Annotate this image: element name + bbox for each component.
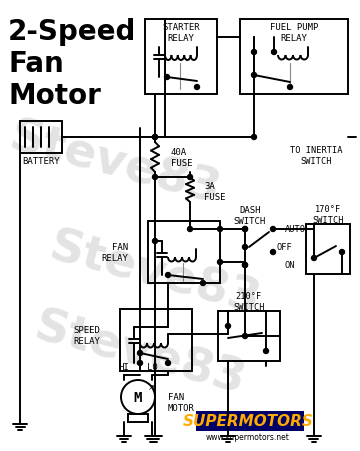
Text: STARTER
RELAY: STARTER RELAY — [162, 23, 200, 42]
Circle shape — [270, 250, 275, 255]
Text: OFF: OFF — [277, 243, 293, 252]
Text: 40A
FUSE: 40A FUSE — [171, 148, 193, 167]
Text: LO: LO — [147, 363, 157, 372]
Circle shape — [201, 281, 206, 286]
Circle shape — [243, 263, 247, 268]
Circle shape — [243, 334, 247, 339]
Text: Steve83: Steve83 — [30, 304, 251, 404]
Text: Fan: Fan — [8, 50, 64, 78]
Text: ON: ON — [285, 261, 296, 270]
Circle shape — [243, 263, 247, 268]
Circle shape — [252, 135, 256, 140]
Bar — [218, 311, 280, 361]
Circle shape — [311, 256, 316, 261]
Text: www.supermotors.net: www.supermotors.net — [206, 433, 290, 442]
Text: FAN
MOTOR: FAN MOTOR — [168, 392, 195, 412]
Text: TO INERTIA
SWITCH: TO INERTIA SWITCH — [290, 146, 342, 166]
Bar — [20, 122, 62, 154]
Bar — [145, 20, 217, 95]
Text: HI: HI — [119, 363, 129, 372]
Circle shape — [243, 245, 247, 250]
Text: 2-Speed: 2-Speed — [8, 18, 136, 46]
Circle shape — [243, 227, 247, 232]
Text: 3A
FUSE: 3A FUSE — [204, 182, 225, 201]
Circle shape — [153, 175, 157, 180]
Circle shape — [153, 135, 157, 140]
Circle shape — [225, 324, 230, 329]
Text: SPEED
RELAY: SPEED RELAY — [73, 326, 100, 345]
Text: AUTO: AUTO — [285, 225, 306, 234]
Circle shape — [288, 85, 292, 90]
Text: SUPERMOTORS: SUPERMOTORS — [183, 414, 314, 428]
Text: DASH
SWITCH: DASH SWITCH — [234, 206, 266, 225]
Circle shape — [188, 175, 193, 180]
Circle shape — [153, 135, 157, 140]
Circle shape — [252, 74, 256, 78]
Circle shape — [217, 227, 222, 232]
Circle shape — [339, 250, 345, 255]
Bar — [120, 309, 192, 371]
Bar — [240, 20, 348, 95]
Bar — [148, 221, 220, 283]
Text: Steve83: Steve83 — [44, 225, 266, 324]
Bar — [306, 225, 350, 274]
Text: 210°F
SWITCH: 210°F SWITCH — [233, 292, 265, 311]
Circle shape — [271, 51, 276, 55]
Circle shape — [252, 51, 256, 55]
Circle shape — [166, 361, 171, 366]
Text: Steve83: Steve83 — [4, 115, 226, 214]
Text: ↗: ↗ — [148, 382, 154, 391]
Text: FAN
RELAY: FAN RELAY — [101, 243, 128, 262]
Circle shape — [194, 85, 199, 90]
Text: 170°F
SWITCH: 170°F SWITCH — [312, 205, 344, 224]
Circle shape — [243, 227, 247, 232]
Text: Motor: Motor — [8, 82, 101, 110]
Circle shape — [166, 273, 171, 278]
Circle shape — [138, 361, 143, 366]
Bar — [128, 414, 148, 422]
Circle shape — [138, 351, 143, 356]
Text: M: M — [134, 390, 142, 404]
Circle shape — [264, 349, 269, 354]
Text: FUEL PUMP
RELAY: FUEL PUMP RELAY — [270, 23, 318, 42]
Circle shape — [270, 227, 275, 232]
Circle shape — [153, 239, 157, 244]
Circle shape — [165, 75, 170, 80]
Circle shape — [217, 260, 222, 265]
Text: BATTERY: BATTERY — [22, 157, 60, 166]
Circle shape — [188, 227, 193, 232]
FancyBboxPatch shape — [196, 411, 304, 431]
